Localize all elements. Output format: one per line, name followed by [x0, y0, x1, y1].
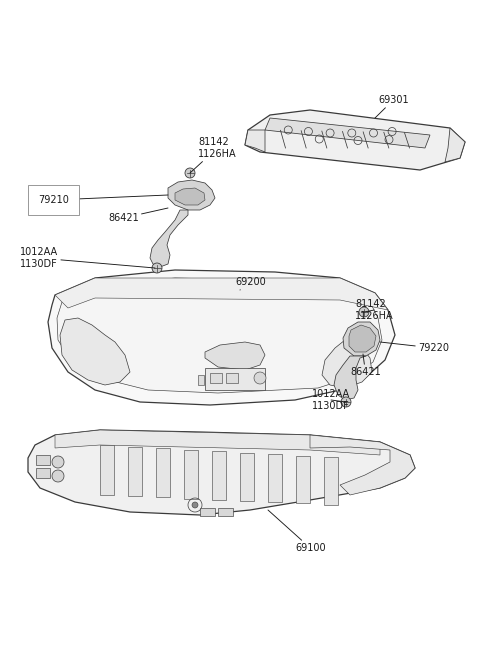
- Circle shape: [52, 456, 64, 468]
- Polygon shape: [445, 128, 465, 162]
- Text: 1012AA
1130DF: 1012AA 1130DF: [20, 247, 155, 269]
- Polygon shape: [198, 375, 204, 385]
- Circle shape: [192, 502, 198, 508]
- Polygon shape: [210, 373, 222, 383]
- Polygon shape: [57, 278, 382, 393]
- Polygon shape: [200, 508, 215, 516]
- Polygon shape: [349, 325, 376, 352]
- Text: 81142
1126HA: 81142 1126HA: [355, 299, 394, 321]
- Polygon shape: [48, 270, 395, 405]
- Text: 69301: 69301: [375, 95, 408, 118]
- Text: 79220: 79220: [380, 342, 449, 353]
- Text: 81142
1126HA: 81142 1126HA: [190, 137, 237, 173]
- Polygon shape: [324, 457, 338, 504]
- Text: 1012AA
1130DF: 1012AA 1130DF: [312, 389, 350, 411]
- Circle shape: [254, 372, 266, 384]
- Polygon shape: [36, 468, 50, 478]
- Polygon shape: [245, 130, 265, 152]
- Text: 69200: 69200: [235, 277, 266, 290]
- Polygon shape: [334, 356, 366, 400]
- Polygon shape: [343, 322, 380, 356]
- Polygon shape: [150, 210, 188, 267]
- Text: 79210: 79210: [38, 195, 168, 205]
- Text: 86421: 86421: [350, 354, 381, 377]
- Circle shape: [341, 397, 351, 407]
- Circle shape: [185, 168, 195, 178]
- Polygon shape: [36, 455, 50, 465]
- Polygon shape: [55, 278, 388, 310]
- Polygon shape: [268, 454, 282, 502]
- Polygon shape: [28, 430, 415, 515]
- Polygon shape: [175, 188, 205, 205]
- Polygon shape: [60, 318, 130, 385]
- Text: 69100: 69100: [268, 510, 325, 553]
- Polygon shape: [310, 435, 415, 495]
- Polygon shape: [322, 335, 372, 388]
- Polygon shape: [205, 368, 265, 390]
- Polygon shape: [184, 449, 198, 498]
- Polygon shape: [100, 445, 114, 495]
- Polygon shape: [156, 448, 170, 497]
- Circle shape: [359, 307, 369, 317]
- Polygon shape: [55, 430, 380, 455]
- Polygon shape: [218, 508, 233, 516]
- Polygon shape: [128, 447, 142, 496]
- Polygon shape: [296, 455, 310, 504]
- Polygon shape: [168, 180, 215, 210]
- Text: 86421: 86421: [108, 208, 168, 223]
- Polygon shape: [212, 451, 226, 500]
- Polygon shape: [265, 118, 430, 148]
- Polygon shape: [240, 453, 254, 501]
- Circle shape: [152, 263, 162, 273]
- Polygon shape: [245, 110, 465, 170]
- Circle shape: [52, 470, 64, 482]
- Polygon shape: [226, 373, 238, 383]
- Polygon shape: [205, 342, 265, 370]
